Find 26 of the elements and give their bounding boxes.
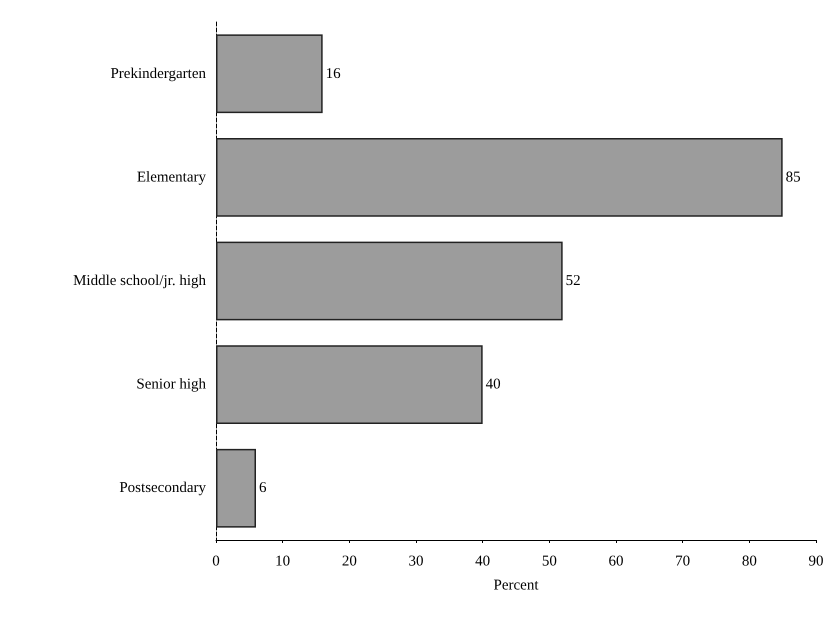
data-label: 52 bbox=[566, 273, 581, 289]
x-tick-label: 90 bbox=[808, 554, 824, 570]
x-tick-label: 0 bbox=[212, 554, 220, 570]
bar bbox=[216, 242, 563, 320]
bar bbox=[216, 34, 323, 114]
y-tick-label: Prekindergarten bbox=[110, 66, 206, 82]
data-label: 40 bbox=[486, 376, 501, 393]
data-label: 16 bbox=[326, 66, 342, 82]
x-tick-label: 70 bbox=[675, 554, 690, 570]
bar bbox=[216, 138, 783, 217]
data-label: 6 bbox=[259, 480, 267, 496]
data-label: 85 bbox=[786, 169, 801, 186]
x-tick-label: 50 bbox=[542, 554, 557, 570]
y-tick-label: Postsecondary bbox=[119, 480, 206, 496]
x-tick-label: 60 bbox=[608, 554, 624, 570]
x-tick-label: 40 bbox=[475, 554, 490, 570]
y-tick-label: Elementary bbox=[136, 169, 206, 186]
bar bbox=[216, 448, 256, 528]
x-axis-title: Percent bbox=[494, 578, 540, 594]
x-tick-label: 20 bbox=[342, 554, 357, 570]
y-tick-label: Senior high bbox=[136, 376, 206, 393]
bar bbox=[216, 345, 483, 424]
y-tick-label: Middle school/jr. high bbox=[73, 273, 206, 289]
x-tick-label: 80 bbox=[742, 554, 757, 570]
x-tick-label: 10 bbox=[275, 554, 290, 570]
x-tick-label: 30 bbox=[408, 554, 424, 570]
